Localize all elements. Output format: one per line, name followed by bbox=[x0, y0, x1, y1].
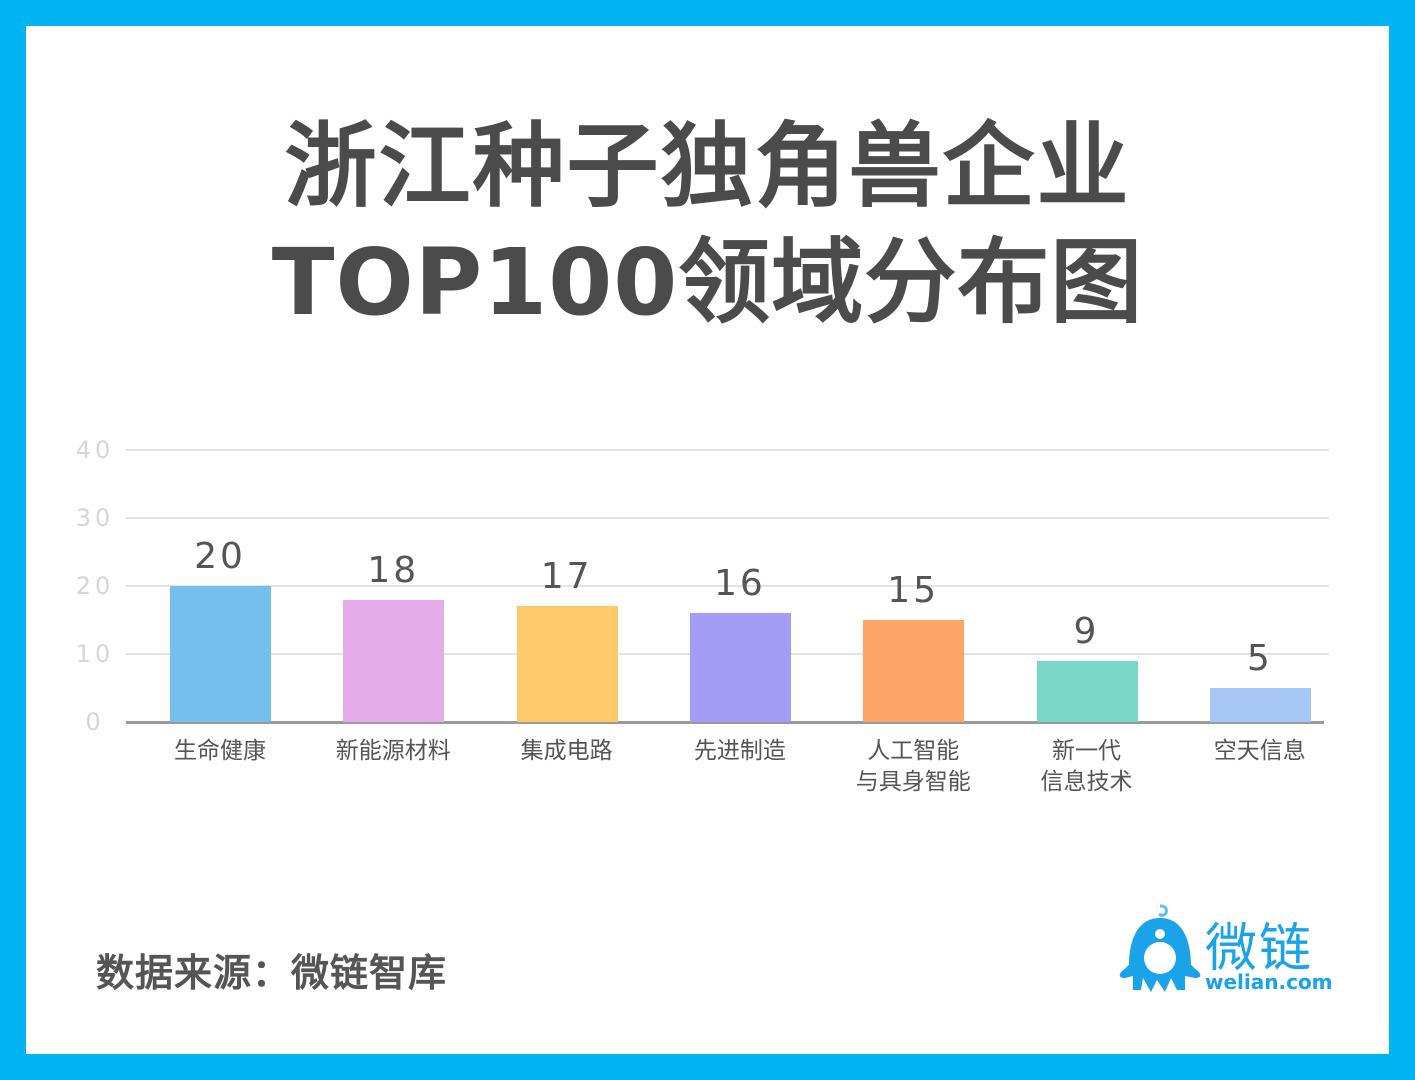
value-label: 18 bbox=[367, 549, 420, 591]
y-tick-label: 40 bbox=[75, 436, 115, 464]
value-label: 5 bbox=[1246, 638, 1273, 679]
x-axis-line bbox=[126, 721, 1324, 724]
chart-title-line2: TOP100领域分布图 bbox=[271, 229, 1144, 336]
bar bbox=[863, 620, 965, 722]
mascot-icon bbox=[1119, 904, 1201, 992]
value-label: 17 bbox=[540, 556, 593, 598]
bar bbox=[343, 599, 445, 722]
chart-card bbox=[26, 26, 1389, 1054]
category-label: 生命健康 bbox=[174, 738, 266, 764]
value-label: 16 bbox=[713, 563, 766, 605]
category-label: 新一代 信息技术 bbox=[1040, 738, 1133, 795]
category-label: 空天信息 bbox=[1213, 738, 1306, 764]
y-tick-label: 0 bbox=[85, 708, 105, 736]
bar bbox=[1209, 688, 1311, 722]
category-label: 集成电路 bbox=[520, 738, 613, 764]
bar bbox=[516, 606, 618, 722]
bar bbox=[689, 613, 791, 722]
chart-title-line1: 浙江种子独角兽企业 bbox=[284, 113, 1131, 220]
data-source: 数据来源：微链智库 bbox=[96, 951, 448, 995]
logo-cn-text: 微链 bbox=[1205, 919, 1314, 979]
gridline bbox=[126, 449, 1329, 451]
y-tick-label: 20 bbox=[75, 572, 115, 600]
logo-en-text: welian.com bbox=[1205, 970, 1333, 994]
category-label: 新能源材料 bbox=[335, 738, 451, 764]
gridline bbox=[126, 517, 1329, 519]
value-label: 9 bbox=[1073, 610, 1100, 652]
value-label: 15 bbox=[887, 570, 940, 611]
bar bbox=[170, 586, 271, 722]
gridline bbox=[126, 585, 1329, 587]
category-label: 先进制造 bbox=[693, 738, 786, 764]
y-tick-label: 30 bbox=[75, 504, 115, 532]
bar bbox=[1036, 660, 1138, 722]
value-label: 20 bbox=[194, 536, 246, 577]
y-tick-label: 10 bbox=[75, 640, 115, 668]
category-label: 人工智能 与具身智能 bbox=[855, 738, 971, 795]
welian-logo: 微链 welian.com bbox=[1115, 900, 1345, 1000]
